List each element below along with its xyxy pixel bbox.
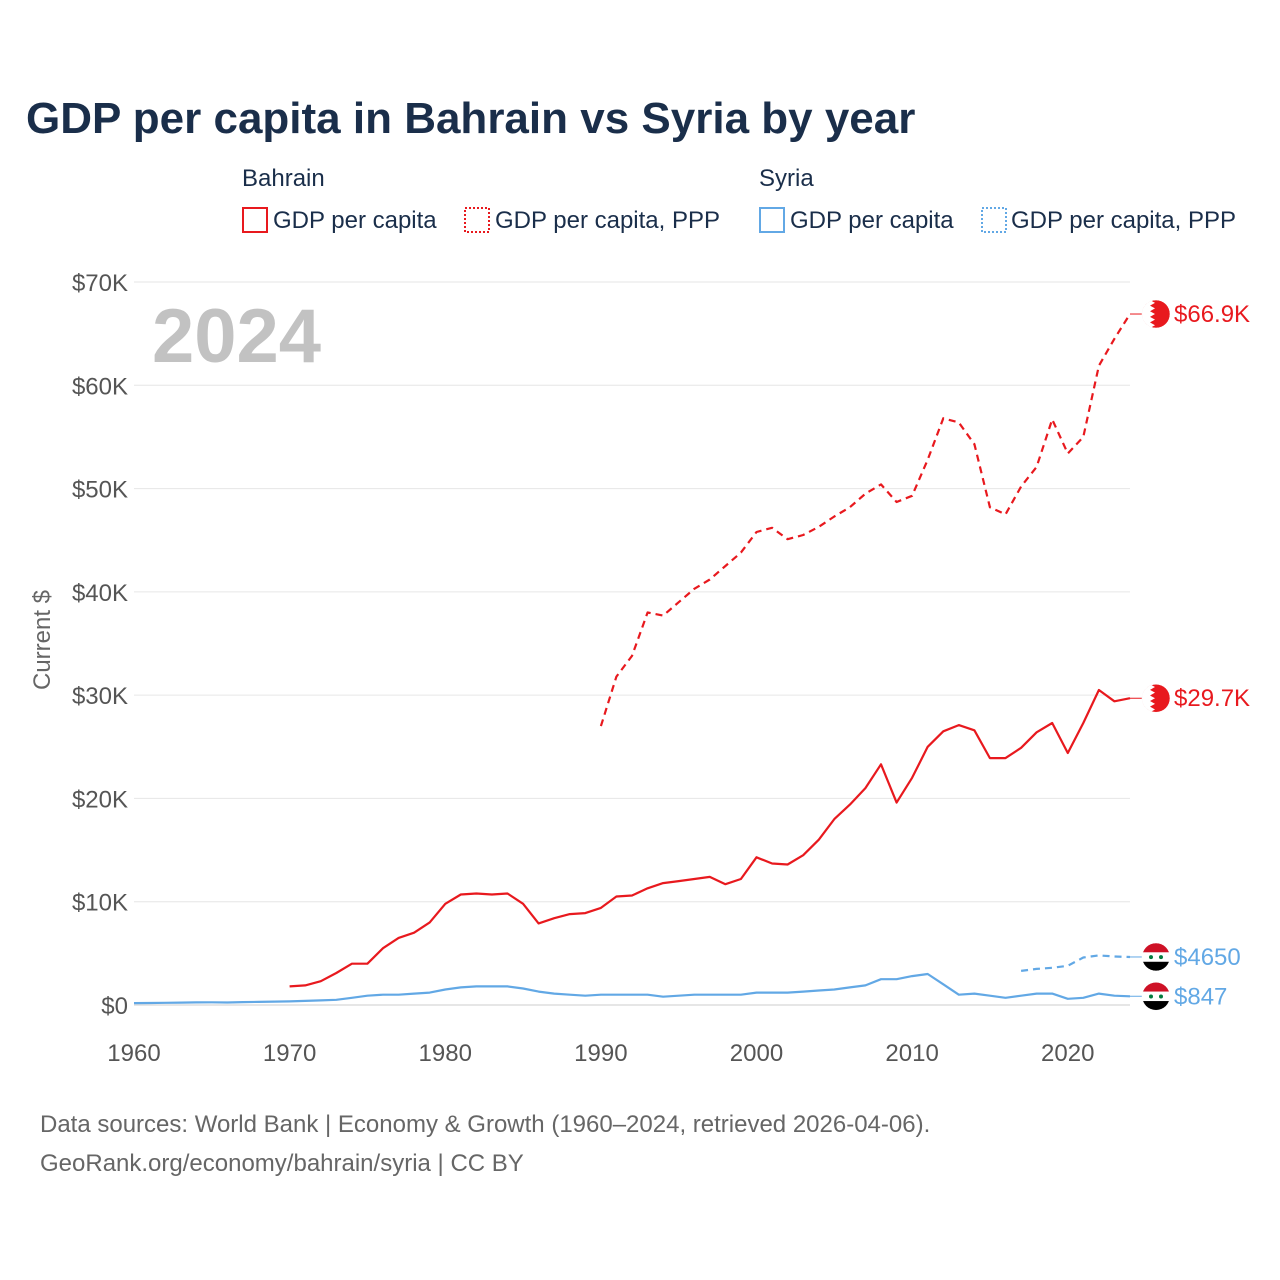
legend-swatch-syria-ppp bbox=[981, 207, 1007, 233]
end-label-3: $4650 bbox=[1174, 944, 1241, 971]
legend-entry-syria-ppp: GDP per capita, PPP bbox=[1011, 207, 1236, 234]
x-tick-label: 1960 bbox=[107, 1040, 160, 1067]
series-line-3 bbox=[1020, 954, 1131, 972]
year-watermark: 2024 bbox=[152, 294, 321, 379]
source-line-1: Data sources: World Bank | Economy & Gro… bbox=[40, 1111, 930, 1138]
source-line-2: GeoRank.org/economy/bahrain/syria | CC B… bbox=[40, 1150, 524, 1177]
y-tick-label: $10K bbox=[72, 890, 128, 917]
x-tick-label: 2010 bbox=[885, 1040, 938, 1067]
legend-swatch-bahrain-gdp bbox=[242, 207, 268, 233]
series-end-markers: $29.7K $66.9K $847 $4650 bbox=[1130, 299, 1250, 1011]
series-lines bbox=[133, 313, 1131, 1005]
legend-entry-bahrain-ppp: GDP per capita, PPP bbox=[495, 207, 720, 234]
legend-group-bahrain: Bahrain bbox=[242, 165, 325, 192]
y-tick-label: $60K bbox=[72, 373, 128, 400]
y-tick-label: $50K bbox=[72, 477, 128, 504]
y-tick-label: $0 bbox=[101, 993, 128, 1020]
series-line-0 bbox=[289, 688, 1131, 988]
y-axis-title: Current $ bbox=[29, 590, 56, 690]
gridlines bbox=[134, 281, 1130, 1006]
legend-entry-syria-gdp: GDP per capita bbox=[790, 207, 954, 234]
legend-swatch-syria-gdp bbox=[759, 207, 785, 233]
bahrain-flag-icon bbox=[1141, 683, 1171, 713]
x-tick-label: 1990 bbox=[574, 1040, 627, 1067]
x-tick-label: 1980 bbox=[419, 1040, 472, 1067]
syria-flag-icon bbox=[1141, 982, 1171, 1011]
y-tick-label: $30K bbox=[72, 683, 128, 710]
x-axis-ticks: 1960 1970 1980 1990 2000 2010 2020 bbox=[107, 1040, 1094, 1067]
end-label-2: $847 bbox=[1174, 983, 1227, 1010]
x-tick-label: 2000 bbox=[730, 1040, 783, 1067]
series-line-2 bbox=[133, 972, 1131, 1005]
syria-flag-icon bbox=[1141, 942, 1171, 972]
bahrain-flag-icon bbox=[1141, 299, 1171, 329]
legend-entry-bahrain-gdp: GDP per capita bbox=[273, 207, 437, 234]
y-tick-label: $40K bbox=[72, 580, 128, 607]
legend-swatch-bahrain-ppp bbox=[464, 207, 490, 233]
chart-title: GDP per capita in Bahrain vs Syria by ye… bbox=[26, 94, 915, 143]
x-tick-label: 1970 bbox=[263, 1040, 316, 1067]
y-tick-label: $20K bbox=[72, 786, 128, 813]
end-label-0: $29.7K bbox=[1174, 685, 1250, 712]
end-label-1: $66.9K bbox=[1174, 301, 1250, 328]
legend: Bahrain GDP per capita GDP per capita, P… bbox=[242, 165, 1236, 234]
x-tick-label: 2020 bbox=[1041, 1040, 1094, 1067]
series-line-1 bbox=[599, 313, 1131, 727]
y-axis-ticks: $0 $10K $20K $30K $40K $50K $60K $70K bbox=[72, 270, 128, 1020]
legend-group-syria: Syria bbox=[759, 165, 814, 192]
y-tick-label: $70K bbox=[72, 270, 128, 297]
